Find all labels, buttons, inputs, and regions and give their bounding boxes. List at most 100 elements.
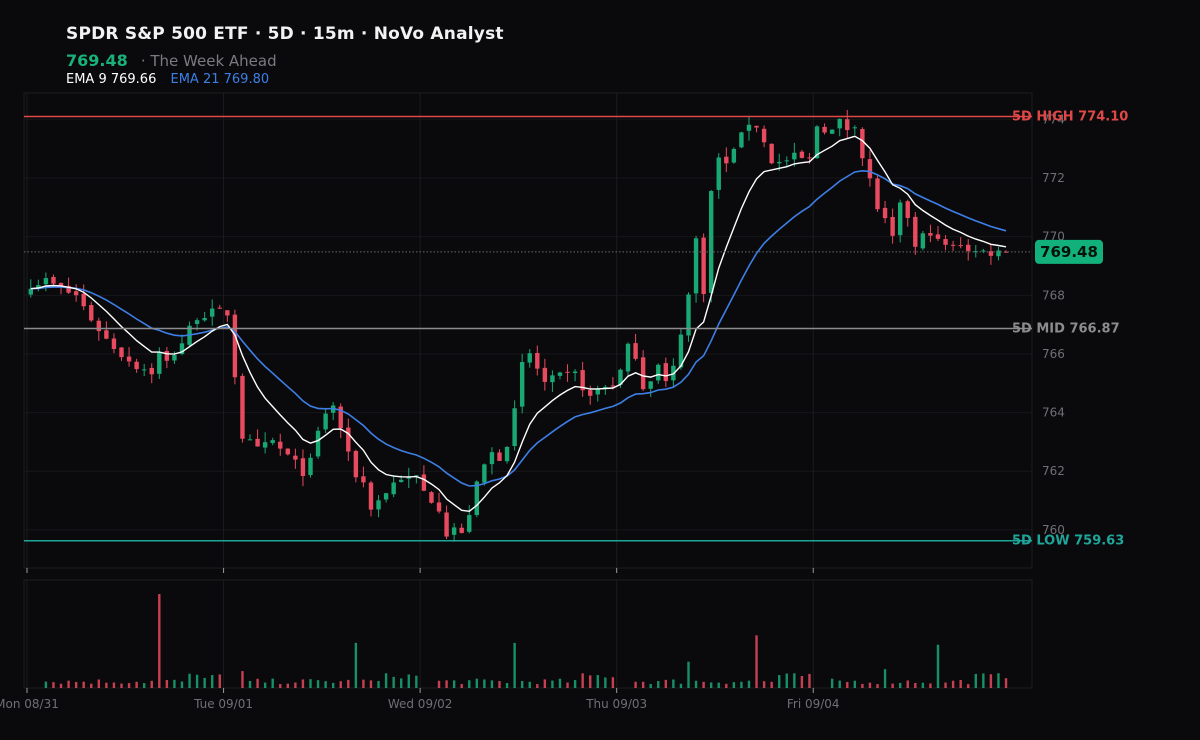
- candle-body: [134, 361, 139, 370]
- y-tick-label: 772: [1042, 171, 1065, 185]
- candle-body: [451, 527, 457, 535]
- candle-body: [610, 385, 616, 387]
- candle-body: [504, 446, 510, 462]
- volume-bar: [747, 680, 751, 688]
- candle-body: [852, 127, 858, 129]
- candle-body: [58, 282, 64, 288]
- candle-body: [784, 160, 789, 162]
- candle-body: [157, 352, 162, 374]
- candle-body: [285, 448, 291, 455]
- candle-body: [436, 502, 442, 512]
- candle-body: [580, 370, 585, 391]
- candle-body: [618, 369, 623, 385]
- volume-bar: [679, 683, 683, 688]
- volume-bar: [838, 680, 841, 688]
- candle-body: [633, 343, 638, 359]
- candle-body: [731, 148, 737, 163]
- candle-body: [421, 474, 427, 491]
- volume-bar: [105, 682, 108, 688]
- candle-body: [754, 125, 759, 128]
- volume-bar: [672, 679, 675, 688]
- candle-body: [81, 293, 86, 307]
- candles: [28, 109, 1009, 542]
- volume-bar: [755, 635, 758, 688]
- candle-body: [36, 285, 41, 288]
- candle-body: [217, 307, 222, 309]
- volume-bar: [558, 678, 562, 688]
- candle-body: [28, 288, 33, 295]
- volume-bar: [936, 644, 940, 688]
- candle-body: [232, 314, 238, 378]
- volume-bar: [248, 680, 252, 688]
- candle-body: [119, 347, 124, 358]
- candle-body: [845, 119, 850, 131]
- candle-body: [656, 364, 661, 381]
- volume-bar: [59, 683, 63, 688]
- volume-bar: [740, 681, 743, 688]
- volume-bar: [921, 682, 925, 688]
- volume-bar: [301, 679, 305, 688]
- volume-bar: [498, 681, 501, 688]
- volume-bar: [785, 673, 788, 688]
- volume-bar: [694, 680, 698, 688]
- candle-body: [814, 126, 820, 159]
- price-panel: [23, 92, 1033, 569]
- volume-bar: [520, 681, 524, 688]
- candle-body: [338, 406, 343, 429]
- y-tick-label: 764: [1042, 406, 1065, 420]
- candle-body: [701, 237, 706, 295]
- volume-bar: [573, 680, 577, 688]
- candle-body: [527, 353, 532, 363]
- volume-bar: [551, 680, 554, 688]
- volume-bar: [483, 679, 486, 688]
- candle-body: [444, 512, 449, 537]
- volume-bar: [709, 682, 713, 688]
- volume-bar: [982, 673, 985, 688]
- candle-body: [141, 369, 147, 371]
- candle-body: [512, 408, 517, 447]
- volume-bar: [180, 681, 184, 688]
- candle-body: [164, 351, 170, 361]
- ema21-line: [30, 169, 1007, 487]
- candle-body: [194, 320, 200, 325]
- volume-bar: [400, 678, 403, 688]
- candle-body: [822, 126, 827, 133]
- ema9-line: [30, 135, 1007, 513]
- x-tick-label: Tue 09/01: [193, 697, 253, 711]
- y-tick-label: 766: [1042, 347, 1065, 361]
- candle-body: [890, 216, 895, 236]
- candle-body: [882, 207, 888, 219]
- volume-bar: [211, 675, 214, 688]
- volume-bar: [286, 683, 290, 688]
- candle-body: [595, 388, 600, 395]
- candle-body: [346, 427, 351, 452]
- volume-bar: [362, 679, 365, 688]
- volume-bar: [702, 681, 705, 688]
- volume-bar: [309, 679, 312, 688]
- volume-bar: [951, 680, 955, 688]
- volume-bar: [354, 642, 358, 688]
- candle-body: [255, 438, 260, 447]
- volume-bar: [543, 679, 547, 688]
- volume-bar: [460, 683, 463, 688]
- candle-body: [807, 157, 812, 159]
- candle-body: [663, 363, 669, 382]
- candle-body: [459, 527, 464, 533]
- candle-body: [913, 216, 918, 247]
- volume-bar: [263, 682, 267, 688]
- level-label-mid: 5D MID 766.87: [1012, 321, 1120, 336]
- candle-body: [535, 352, 540, 369]
- volume-bar: [271, 678, 274, 688]
- candle-body: [716, 157, 721, 190]
- candle-body: [66, 285, 71, 293]
- volume-bar: [846, 681, 849, 688]
- candle-body: [678, 334, 684, 368]
- candle-body: [799, 151, 805, 158]
- ema9-legend: EMA 9 769.66: [66, 72, 157, 87]
- volume-bar: [112, 682, 116, 688]
- candle-body: [572, 371, 578, 374]
- candle-body: [519, 362, 525, 407]
- volume-bar: [392, 676, 395, 688]
- candle-body: [837, 118, 842, 129]
